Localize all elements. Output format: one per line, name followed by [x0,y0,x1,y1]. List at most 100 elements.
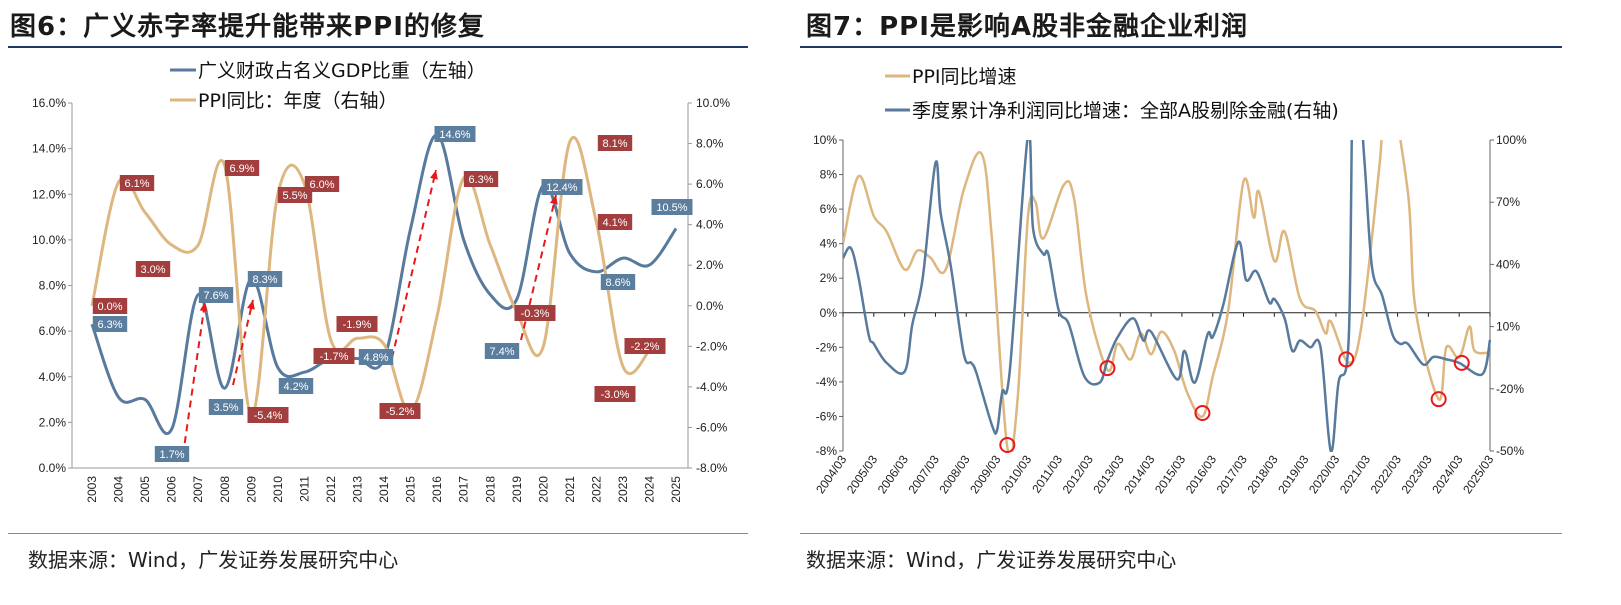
x-tick-label: 2007/03 [906,452,943,496]
left-title-rule [8,46,748,48]
dashed-arrow [182,301,206,456]
x-tick-label: 2024 [643,476,657,503]
x-tick-label: 2014 [377,476,391,503]
x-tick-label: 2016/03 [1183,452,1220,496]
x-tick-label: 2025 [669,476,683,503]
x-tick-label: 2010/03 [998,452,1035,496]
data-label-box [92,316,128,332]
data-label: 3.5% [208,399,244,415]
x-tick-label: 2009/03 [967,452,1004,496]
left-tick-label: 14.0% [32,142,66,156]
left-tick-label: -8% [816,444,838,458]
right-tick-label: 4.0% [696,218,724,232]
x-tick-label: 2004 [112,476,126,503]
right-chart-title: 图7：PPI是影响A股非金融企业利润 [806,12,1248,42]
highlight-circle [1099,360,1116,377]
data-label-text: 8.3% [252,274,277,286]
data-label-box [379,403,421,419]
data-label-box [594,386,636,402]
left-bottom-rule [8,533,748,534]
x-tick-label: 2018/03 [1244,452,1281,496]
left-tick-label: 4% [820,237,838,251]
data-label-box [336,316,378,332]
left-tick-label: 0% [820,306,838,320]
x-tick-label: 2008/03 [936,452,973,496]
data-label: -2.2% [624,338,666,354]
left-tick-label: -2% [816,340,838,354]
data-label-text: 1.7% [159,449,184,461]
right-title-rule [800,46,1562,48]
data-label: -1.9% [336,316,378,332]
data-label-text: 8.1% [602,138,627,150]
x-tick-label: 2011 [297,476,311,502]
data-label-text: 10.5% [656,202,687,214]
x-tick-label: 2023 [616,476,630,503]
data-label-box [247,271,283,287]
data-label-box [600,274,636,290]
left-tick-label: 2.0% [39,415,67,429]
data-label: 6.0% [304,176,340,192]
data-label: 4.2% [278,378,314,394]
right-tick-label: -2.0% [696,339,728,353]
arrowhead-icon [199,302,208,312]
x-tick-label: 2013 [351,476,365,503]
data-label-box [624,338,666,354]
data-label-text: 7.6% [203,290,228,302]
data-label: 1.7% [154,446,190,462]
x-tick-label: 2006 [165,476,179,503]
x-tick-label: 2016 [430,476,444,503]
data-label: 10.5% [651,199,693,215]
data-label-text: -0.3% [521,308,550,320]
left-tick-label: 8% [820,168,838,182]
right-tick-label: 100% [1496,133,1527,147]
x-tick-label: 2022/03 [1368,452,1405,496]
right-tick-label: -50% [1496,444,1524,458]
data-label: -5.4% [247,407,289,423]
data-label: -1.7% [313,348,355,364]
data-label: 6.3% [463,171,499,187]
x-tick-label: 2021 [563,476,577,503]
data-label: 8.6% [600,274,636,290]
x-tick-label: 2023/03 [1398,452,1435,496]
x-tick-label: 2015/03 [1152,452,1189,496]
data-label: 3.0% [135,261,171,277]
x-tick-label: 2005 [138,476,152,503]
left-tick-label: -4% [816,375,838,389]
left-tick-label: -6% [816,409,838,423]
left-tick-label: 0.0% [39,461,67,475]
x-tick-label: 2017 [457,476,471,503]
data-label-text: 4.1% [602,217,627,229]
data-label-box [208,399,244,415]
data-label: 12.4% [541,179,583,195]
highlight-circle [999,436,1016,453]
left-tick-label: 8.0% [39,279,67,293]
right-source-note: 数据来源：Wind，广发证券发展研究中心 [806,548,1177,572]
x-tick-label: 2005/03 [844,452,881,496]
data-label-text: 14.6% [439,129,470,141]
data-label-text: 4.8% [363,352,388,364]
data-label: 5.5% [277,187,313,203]
right-tick-label: 70% [1496,195,1520,209]
left-tick-label: 4.0% [39,370,67,384]
data-label-text: -5.2% [386,406,415,418]
x-tick-label: 2021/03 [1337,452,1374,496]
arrowhead-icon [430,170,438,180]
left-tick-label: 2% [820,271,838,285]
data-label: 6.3% [92,316,128,332]
right-tick-label: 8.0% [696,137,724,151]
data-label-box [277,187,313,203]
x-tick-label: 2022 [589,476,603,503]
data-label-box [224,160,260,176]
data-label: -3.0% [594,386,636,402]
left-tick-label: 10% [813,133,837,147]
legend-label-ppi: PPI同比：年度（右轴） [198,90,398,112]
arrowhead-icon [549,195,558,205]
data-label-text: -2.2% [631,341,660,353]
data-label-box [597,214,633,230]
right-tick-label: 40% [1496,257,1520,271]
data-label-box [597,135,633,151]
data-label-box [119,175,155,191]
data-label-text: -1.9% [343,319,372,331]
x-tick-label: 2019/03 [1275,452,1312,496]
data-label-box [92,298,128,314]
